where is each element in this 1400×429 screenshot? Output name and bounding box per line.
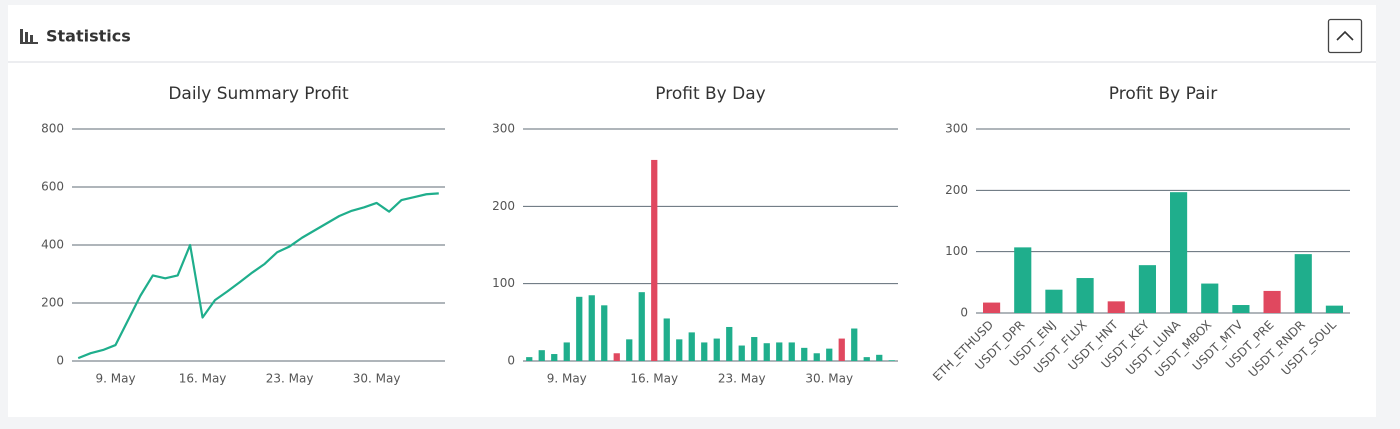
- bar: [563, 342, 570, 361]
- bar: [751, 337, 758, 361]
- bar: [701, 342, 708, 361]
- y-tick-label: 800: [41, 122, 64, 136]
- x-tick-label: 9. May: [547, 372, 587, 386]
- bar: [801, 347, 808, 361]
- bar: [551, 354, 558, 361]
- y-tick-label: 0: [507, 354, 515, 368]
- bar: [1294, 254, 1312, 313]
- y-tick-label: 200: [41, 296, 64, 310]
- bar: [1076, 278, 1094, 313]
- x-tick-label: 9. May: [95, 372, 135, 386]
- bar: [1263, 290, 1281, 313]
- x-tick-label: 16. May: [630, 372, 678, 386]
- bar: [576, 296, 583, 361]
- bar: [813, 353, 820, 361]
- bar: [613, 353, 620, 361]
- y-tick-label: 200: [492, 199, 515, 213]
- y-tick-label: 100: [492, 276, 515, 290]
- bar: [588, 295, 595, 361]
- bar: [1170, 192, 1188, 313]
- x-tick-label: 30. May: [805, 372, 853, 386]
- bar: [1138, 265, 1156, 313]
- y-tick-label: 0: [960, 306, 968, 320]
- y-tick-label: 400: [41, 238, 64, 252]
- bar: [1014, 247, 1032, 313]
- bar: [888, 360, 895, 361]
- bar: [1045, 289, 1063, 313]
- bar: [726, 326, 733, 361]
- bar: [851, 328, 858, 361]
- bar: [983, 302, 1001, 313]
- x-tick-label: 23. May: [718, 372, 766, 386]
- bar: [526, 357, 533, 361]
- bar: [713, 338, 720, 361]
- bar: [826, 348, 833, 361]
- bar: [1232, 305, 1250, 313]
- bar: [763, 343, 770, 361]
- y-tick-label: 600: [41, 180, 64, 194]
- x-tick-label: 30. May: [353, 372, 401, 386]
- bar: [626, 339, 633, 361]
- bar: [538, 350, 545, 361]
- y-tick-label: 200: [945, 183, 968, 197]
- y-tick-label: 0: [56, 354, 64, 368]
- bar: [663, 318, 670, 361]
- bar: [738, 345, 745, 361]
- panel-icon: [20, 29, 38, 44]
- bar: [863, 357, 870, 361]
- line: [77, 192, 439, 360]
- collapse-button[interactable]: [1327, 18, 1363, 54]
- bar: [688, 332, 695, 361]
- bar: [601, 305, 608, 361]
- bar: [838, 338, 845, 361]
- chart-title: Profit By Day: [655, 84, 765, 104]
- y-tick-label: 100: [945, 244, 968, 258]
- y-tick-label: 300: [945, 122, 968, 136]
- bar: [788, 342, 795, 361]
- bar: [638, 292, 645, 361]
- chart-title: Daily Summary Profit: [168, 84, 349, 104]
- panel-title: Statistics: [46, 27, 131, 46]
- bar: [1107, 301, 1125, 313]
- bar: [651, 159, 658, 361]
- y-tick-label: 300: [492, 122, 515, 136]
- bar: [1201, 283, 1219, 313]
- bar: [676, 339, 683, 361]
- chart-title: Profit By Pair: [1109, 84, 1218, 104]
- x-tick-label: 23. May: [266, 372, 314, 386]
- bar: [1325, 305, 1343, 313]
- bar: [876, 354, 883, 361]
- x-tick-label: 16. May: [179, 372, 227, 386]
- bar: [776, 342, 783, 361]
